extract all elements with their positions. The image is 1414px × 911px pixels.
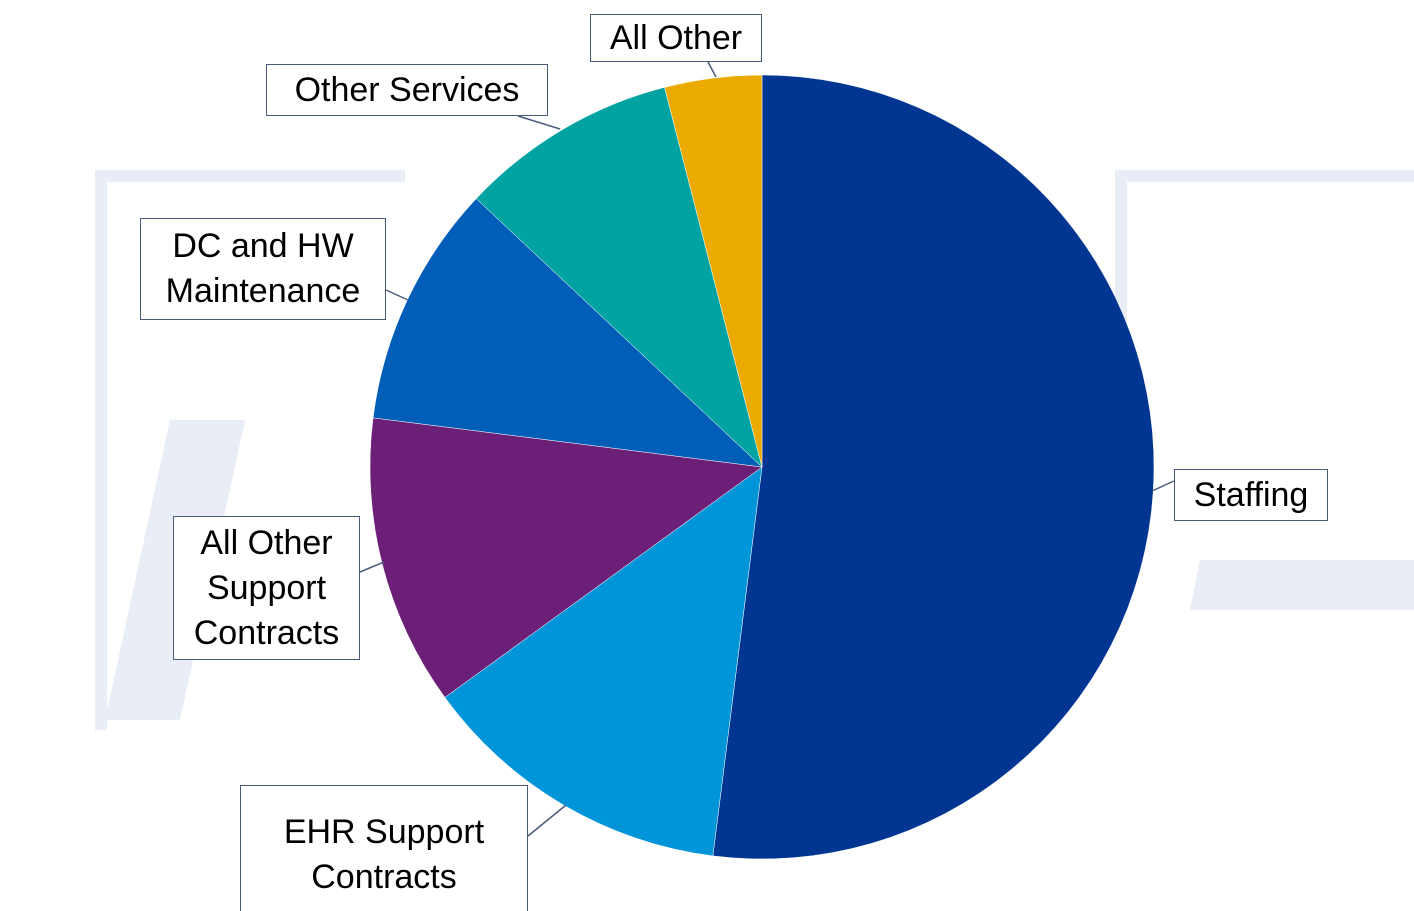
slice-label: DC and HW Maintenance (140, 218, 386, 320)
pie-slice (369, 417, 763, 698)
pie-slice (475, 87, 763, 468)
leader-line (707, 61, 717, 78)
leader-line (1151, 480, 1175, 492)
pie-slice (444, 466, 763, 857)
leader-line (385, 289, 409, 301)
slice-label: EHR Support Contracts (240, 785, 528, 911)
pie-slice (664, 74, 763, 468)
slice-label: All Other (590, 14, 762, 62)
leader-line (359, 561, 385, 573)
leader-line (517, 115, 561, 130)
leader-line (527, 804, 567, 837)
slice-label: Other Services (266, 64, 548, 116)
slice-label: All Other Support Contracts (173, 516, 360, 660)
pie-slice (712, 74, 1155, 860)
slice-label: Staffing (1174, 469, 1328, 521)
